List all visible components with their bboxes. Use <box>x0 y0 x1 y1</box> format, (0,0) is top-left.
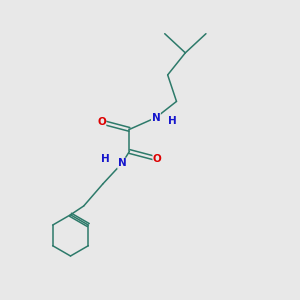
Text: H: H <box>101 154 110 164</box>
Text: N: N <box>152 112 160 123</box>
Text: O: O <box>153 154 162 164</box>
Text: N: N <box>118 158 126 168</box>
Text: O: O <box>97 117 106 127</box>
Text: H: H <box>168 116 176 126</box>
